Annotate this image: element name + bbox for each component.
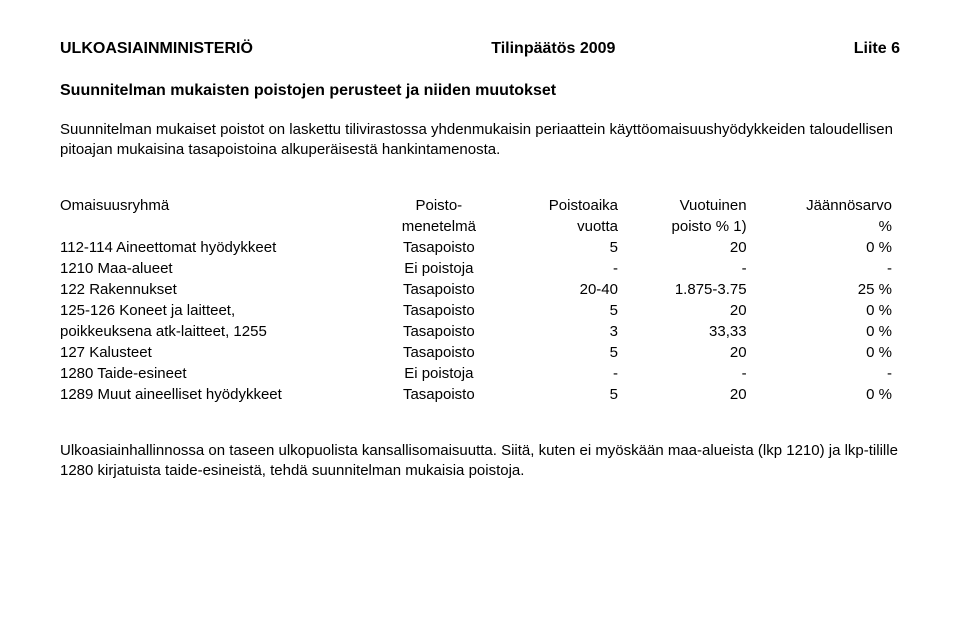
cell-annual: 33,33 (626, 321, 755, 342)
table-row: 1289 Muut aineelliset hyödykkeet Tasapoi… (60, 384, 900, 405)
cell-method: Ei poistoja (379, 363, 506, 384)
cell-residual: - (755, 363, 900, 384)
table-body: 112-114 Aineettomat hyödykkeet Tasapoist… (60, 237, 900, 405)
cell-group: 1280 Taide-esineet (60, 363, 379, 384)
cell-time: - (506, 258, 626, 279)
cell-annual: 20 (626, 384, 755, 405)
cell-time: 5 (506, 342, 626, 363)
doc-title: Tilinpäätös 2009 (491, 40, 615, 58)
col-method-header-l2: menetelmä (379, 216, 506, 237)
cell-residual: 0 % (755, 237, 900, 258)
table-header-row-2: menetelmä vuotta poisto % 1) % (60, 216, 900, 237)
cell-time: 5 (506, 300, 626, 321)
cell-group: 122 Rakennukset (60, 279, 379, 300)
cell-time: - (506, 363, 626, 384)
footer-paragraph: Ulkoasiainhallinnossa on taseen ulkopuol… (60, 441, 900, 480)
col-residual-header-l1: Jäännösarvo (755, 195, 900, 216)
cell-method: Tasapoisto (379, 321, 506, 342)
cell-residual: 25 % (755, 279, 900, 300)
cell-group: 1289 Muut aineelliset hyödykkeet (60, 384, 379, 405)
table-row: 112-114 Aineettomat hyödykkeet Tasapoist… (60, 237, 900, 258)
table-row: 1280 Taide-esineet Ei poistoja - - - (60, 363, 900, 384)
cell-residual: 0 % (755, 321, 900, 342)
cell-time: 5 (506, 384, 626, 405)
cell-residual: 0 % (755, 342, 900, 363)
appendix-label: Liite 6 (854, 40, 900, 58)
section-title: Suunnitelman mukaisten poistojen peruste… (60, 82, 900, 100)
table-row: 127 Kalusteet Tasapoisto 5 20 0 % (60, 342, 900, 363)
cell-time: 5 (506, 237, 626, 258)
cell-residual: - (755, 258, 900, 279)
cell-group: 1210 Maa-alueet (60, 258, 379, 279)
col-method-header-l1: Poisto- (379, 195, 506, 216)
org-name: ULKOASIAINMINISTERIÖ (60, 40, 253, 58)
cell-method: Tasapoisto (379, 279, 506, 300)
cell-annual: 20 (626, 342, 755, 363)
cell-method: Tasapoisto (379, 342, 506, 363)
cell-annual: - (626, 258, 755, 279)
col-time-header-l1: Poistoaika (506, 195, 626, 216)
col-group-header: Omaisuusryhmä (60, 195, 379, 216)
cell-annual: - (626, 363, 755, 384)
table-header-row-1: Omaisuusryhmä Poisto- Poistoaika Vuotuin… (60, 195, 900, 216)
col-residual-header-l2: % (755, 216, 900, 237)
cell-annual: 20 (626, 237, 755, 258)
cell-annual: 1.875-3.75 (626, 279, 755, 300)
cell-time: 3 (506, 321, 626, 342)
table-row: 1210 Maa-alueet Ei poistoja - - - (60, 258, 900, 279)
cell-method: Tasapoisto (379, 237, 506, 258)
cell-residual: 0 % (755, 300, 900, 321)
table-row: 122 Rakennukset Tasapoisto 20-40 1.875-3… (60, 279, 900, 300)
intro-paragraph: Suunnitelman mukaiset poistot on laskett… (60, 120, 900, 159)
cell-method: Ei poistoja (379, 258, 506, 279)
cell-residual: 0 % (755, 384, 900, 405)
cell-method: Tasapoisto (379, 384, 506, 405)
document-header: ULKOASIAINMINISTERIÖ Tilinpäätös 2009 Li… (60, 40, 900, 58)
col-annual-header-l2: poisto % 1) (626, 216, 755, 237)
col-annual-header-l1: Vuotuinen (626, 195, 755, 216)
table-row: 125-126 Koneet ja laitteet, Tasapoisto 5… (60, 300, 900, 321)
cell-annual: 20 (626, 300, 755, 321)
cell-method: Tasapoisto (379, 300, 506, 321)
col-time-header-l2: vuotta (506, 216, 626, 237)
cell-group: 127 Kalusteet (60, 342, 379, 363)
cell-group: poikkeuksena atk-laitteet, 1255 (60, 321, 379, 342)
cell-group: 112-114 Aineettomat hyödykkeet (60, 237, 379, 258)
depreciation-table: Omaisuusryhmä Poisto- Poistoaika Vuotuin… (60, 195, 900, 405)
table-row: poikkeuksena atk-laitteet, 1255 Tasapois… (60, 321, 900, 342)
cell-group: 125-126 Koneet ja laitteet, (60, 300, 379, 321)
cell-time: 20-40 (506, 279, 626, 300)
